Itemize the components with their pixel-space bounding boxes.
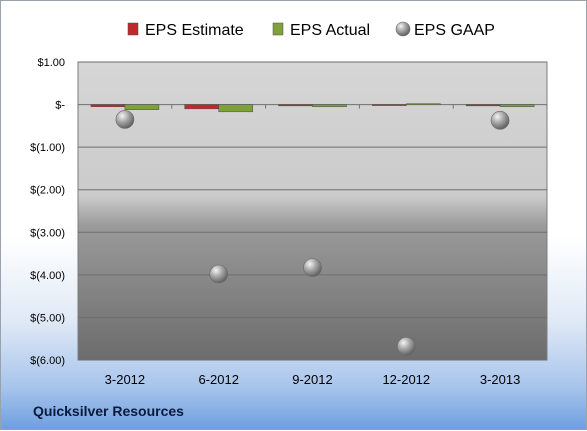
y-tick-label: $- xyxy=(55,100,65,112)
bar-eps-actual xyxy=(218,104,253,113)
point-eps-gaap xyxy=(396,337,416,356)
bar-eps-estimate xyxy=(184,104,219,110)
bar-eps-actual xyxy=(499,104,535,107)
y-tick-label: $(6.00) xyxy=(30,355,65,367)
x-tick-label: 3-2012 xyxy=(105,372,145,387)
bar-eps-actual xyxy=(312,104,347,107)
legend: EPS Estimate EPS Actual EPS GAAP xyxy=(127,21,495,39)
y-tick-label: $(2.00) xyxy=(30,185,65,197)
legend-swatch xyxy=(272,22,284,36)
x-tick-label: 9-2012 xyxy=(292,372,332,387)
legend-label: EPS Actual xyxy=(290,22,370,39)
y-tick-label: $(5.00) xyxy=(30,312,65,324)
bar-eps-estimate xyxy=(372,104,407,106)
legend-label: EPS Estimate xyxy=(145,22,244,39)
bar-eps-actual xyxy=(406,103,441,105)
y-tick-label: $1.00 xyxy=(37,57,65,69)
point-eps-gaap xyxy=(303,258,322,277)
point-eps-gaap xyxy=(209,264,228,284)
y-tick-label: $(3.00) xyxy=(30,227,65,239)
company-label: Quicksilver Resources xyxy=(33,403,184,419)
bar-eps-actual xyxy=(124,104,160,110)
plot-area: $1.00 $- $(1.00) $(2.00) $(3.00) $(4.00) $(5.0… xyxy=(30,57,548,387)
bar-eps-estimate xyxy=(465,104,501,107)
bar-eps-estimate xyxy=(278,104,313,107)
legend-swatch xyxy=(395,21,411,37)
legend-swatch xyxy=(127,22,139,36)
x-tick-label: 12-2012 xyxy=(382,372,430,387)
point-eps-gaap xyxy=(115,110,135,129)
plot-background xyxy=(77,61,548,361)
point-eps-gaap xyxy=(490,111,510,130)
x-tick-label: 3-2013 xyxy=(480,372,520,387)
legend-label: EPS GAAP xyxy=(414,22,495,39)
y-tick-label: $(1.00) xyxy=(30,142,65,154)
bar-eps-estimate xyxy=(90,104,126,107)
y-tick-label: $(4.00) xyxy=(30,270,65,282)
x-tick-label: 6-2012 xyxy=(198,372,238,387)
